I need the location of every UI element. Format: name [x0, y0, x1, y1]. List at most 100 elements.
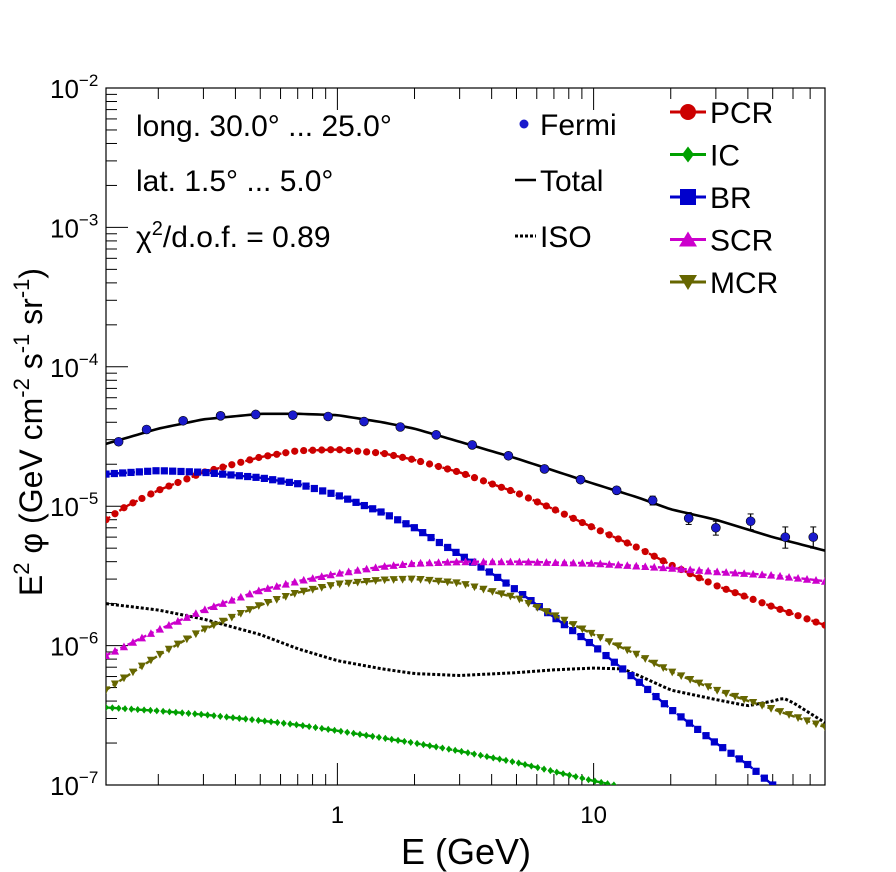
series-marker-mcr — [119, 674, 129, 683]
series-marker-br — [210, 469, 218, 477]
series-br — [106, 467, 777, 785]
series-marker-ic — [560, 770, 566, 778]
series-marker-pcr — [659, 557, 667, 565]
series-marker-pcr — [776, 605, 784, 613]
series-marker-mcr — [641, 655, 650, 663]
series-marker-pcr — [111, 510, 119, 518]
series-marker-ic — [134, 705, 141, 714]
series-marker-mcr — [308, 585, 317, 594]
axis-ticks — [106, 87, 826, 786]
y-tick-label-exp: −3 — [79, 210, 98, 229]
series-marker-ic — [611, 781, 617, 785]
series-marker-scr — [128, 638, 138, 646]
series-marker-mcr — [587, 629, 596, 638]
series-marker-br — [277, 477, 285, 485]
series-marker-ic — [325, 725, 332, 733]
series-marker-scr — [290, 577, 299, 586]
fermi-marker — [431, 430, 441, 440]
series-marker-br — [319, 487, 327, 495]
legend-marker-ic — [682, 146, 694, 163]
series-marker-mcr — [470, 583, 479, 592]
series-marker-mcr — [722, 689, 731, 698]
series-marker-pcr — [398, 453, 407, 461]
series-marker-scr — [236, 592, 245, 601]
fermi-point — [141, 424, 152, 435]
fermi-point — [323, 411, 333, 422]
series-marker-pcr — [174, 478, 182, 487]
fermi-point — [611, 485, 622, 496]
series-marker-ic — [115, 704, 122, 712]
series-marker-ic — [598, 778, 605, 785]
fermi-marker — [113, 436, 124, 447]
y-tick-label-exp: −7 — [79, 768, 98, 787]
series-marker-scr — [784, 572, 794, 581]
series-marker-scr — [389, 561, 398, 569]
series-marker-mcr — [137, 662, 147, 671]
series-marker-br — [460, 553, 468, 561]
series-marker-ic — [122, 705, 128, 713]
y-axis-label-part: -1 — [9, 334, 34, 354]
series-marker-ic — [503, 756, 509, 765]
series-marker-ic — [407, 738, 414, 747]
series-marker-scr — [524, 557, 533, 566]
series-marker-pcr — [479, 477, 488, 485]
series-marker-pcr — [246, 456, 254, 464]
series-marker-scr — [164, 620, 174, 629]
series-marker-scr — [641, 562, 650, 571]
series-marker-mcr — [793, 714, 803, 722]
series-marker-mcr — [533, 603, 542, 612]
series-marker-scr — [704, 566, 713, 575]
fermi-point — [745, 513, 756, 531]
series-marker-pcr — [641, 547, 649, 556]
series-marker-scr — [461, 557, 470, 566]
series-marker-mcr — [326, 582, 335, 590]
series-marker-scr — [209, 602, 218, 610]
series-marker-pcr — [452, 467, 461, 476]
legend-item-ic: IC — [670, 140, 740, 173]
series-marker-scr — [560, 558, 569, 567]
series-marker-br — [360, 501, 368, 510]
fermi-layer — [113, 409, 819, 549]
series-marker-scr — [407, 559, 416, 568]
series-marker-scr — [106, 651, 111, 660]
series-marker-mcr — [740, 695, 749, 704]
fermi-point — [113, 436, 124, 447]
chi2-superscript: 2 — [152, 218, 163, 240]
series-marker-br — [310, 484, 318, 493]
x-axis-label: E (GeV) — [401, 831, 531, 872]
series-marker-ic — [344, 728, 351, 736]
series-marker-pcr — [425, 460, 434, 468]
series-marker-br — [410, 524, 418, 532]
series-marker-br — [385, 512, 393, 520]
series-marker-mcr — [623, 646, 632, 655]
series-marker-ic — [217, 712, 224, 720]
series-marker-pcr — [605, 531, 613, 539]
y-axis-label-part: -1 — [9, 279, 34, 299]
series-marker-br — [677, 713, 685, 721]
series-marker-br — [352, 498, 360, 506]
series-marker-mcr — [389, 576, 398, 584]
series-marker-scr — [811, 576, 821, 584]
series-marker-ic — [299, 722, 306, 730]
series-marker-br — [619, 665, 627, 673]
series-marker-pcr — [443, 465, 452, 473]
series-marker-scr — [488, 557, 497, 566]
series-marker-br — [152, 467, 160, 475]
series-marker-scr — [533, 557, 542, 566]
series-marker-ic — [420, 741, 427, 749]
series-marker-scr — [470, 557, 479, 566]
series-marker-br — [485, 568, 493, 576]
series-marker-pcr — [542, 502, 550, 510]
x-tick-label: 1 — [331, 802, 344, 829]
legend-item-fermi: Fermi — [519, 109, 617, 142]
series-marker-scr — [605, 560, 614, 568]
fermi-point — [395, 422, 406, 432]
fermi-marker — [711, 522, 721, 533]
legend-item-total: Total — [515, 165, 603, 198]
series-marker-pcr — [488, 480, 497, 488]
series-marker-mcr — [371, 577, 380, 585]
series-marker-mcr — [227, 613, 236, 622]
legend-label-iso: ISO — [540, 221, 592, 254]
series-marker-mcr — [488, 588, 497, 596]
